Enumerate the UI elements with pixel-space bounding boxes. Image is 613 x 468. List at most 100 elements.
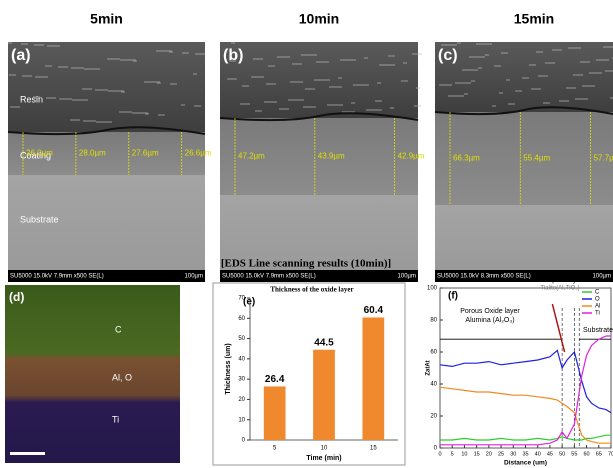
x-tick-label: 45: [547, 451, 553, 457]
y-axis-label: Thickness (um): [225, 343, 232, 394]
sem-texture: [240, 103, 250, 105]
x-tick-label: 30: [510, 451, 516, 457]
sem-texture: [264, 101, 277, 103]
sem-texture: [314, 79, 330, 81]
sem-texture: [83, 120, 96, 122]
sem-texture: [316, 61, 329, 63]
sem-texture: [157, 82, 161, 84]
x-tick-label: 10: [321, 446, 328, 452]
sem-scale: 100µm: [593, 274, 611, 280]
sem-texture: [366, 109, 382, 111]
sem-texture: [508, 103, 515, 105]
x-tick-label: 20: [486, 451, 492, 457]
sem-texture: [292, 63, 302, 65]
sem-texture: [194, 105, 201, 107]
sem-texture: [329, 86, 342, 88]
y-tick-label: 40: [430, 382, 437, 388]
y-tick-label: 80: [430, 318, 437, 324]
sem-texture: [290, 81, 303, 83]
y-tick-label: 0: [434, 446, 438, 452]
sem-texture: [158, 114, 165, 116]
panel-label: (b): [223, 47, 243, 64]
sem-texture: [568, 47, 581, 49]
sem-texture: [95, 89, 108, 91]
sem-texture: [377, 82, 381, 84]
sem-texture: [575, 98, 588, 100]
sem-texture: [401, 80, 408, 82]
sem-texture: [34, 44, 44, 46]
sem-texture: [515, 90, 522, 92]
figure: 5minSU5000 15.0kV 7.9mm x500 SE(L)100µm(…: [0, 0, 613, 468]
sem-texture: [543, 102, 550, 104]
annotation: Substrate: [583, 327, 613, 334]
sem-texture: [301, 54, 317, 56]
sem-texture: [340, 59, 356, 61]
value-label: 26.4: [265, 374, 285, 385]
measurement: 28.0µm: [79, 149, 106, 158]
sem-texture: [8, 42, 12, 44]
y-tick-label: 60: [430, 350, 437, 356]
element-label: C: [115, 324, 122, 334]
panel-label: (f): [448, 291, 458, 302]
sem-texture: [476, 43, 492, 45]
sem-texture: [195, 53, 205, 55]
sem-texture: [253, 58, 263, 60]
bar: [313, 350, 335, 440]
sem-texture: [582, 85, 595, 87]
sem-texture: [277, 56, 290, 58]
time-label: 10min: [299, 11, 339, 27]
sem-texture: [403, 62, 407, 64]
sem-texture: [414, 105, 421, 107]
sem-texture: [338, 77, 342, 79]
sem-texture: [379, 64, 395, 66]
annotation: Alumina (Al₂O₃): [465, 317, 514, 324]
sem-texture: [303, 106, 316, 108]
sem-texture: [119, 111, 132, 113]
y-tick-label: 40: [238, 356, 245, 362]
sem-texture: [536, 51, 543, 53]
sem-texture: [566, 87, 576, 89]
sem-texture: [242, 85, 249, 87]
sem-texture: [58, 66, 68, 68]
sem-texture: [9, 74, 16, 76]
sem-texture: [170, 83, 177, 85]
x-tick-label: 70: [608, 451, 613, 457]
measurement: 47.2µm: [238, 152, 265, 161]
sem-texture: [227, 78, 237, 80]
sem-texture: [71, 67, 84, 69]
x-tick-label: 50: [559, 451, 565, 457]
sem-texture: [70, 119, 80, 121]
y-tick-label: 100: [427, 286, 438, 292]
x-tick-label: 40: [535, 451, 541, 457]
measurement: 57.7µm: [594, 154, 613, 163]
sem-substrate: [435, 205, 613, 270]
sem-texture: [448, 95, 464, 97]
sem-texture: [182, 52, 189, 54]
sem-texture: [596, 59, 609, 61]
sem-texture: [364, 57, 368, 59]
sem-texture: [559, 100, 569, 102]
sem-texture: [441, 44, 457, 46]
sem-texture: [251, 76, 264, 78]
x-tick-label: 60: [584, 451, 590, 457]
sem-texture: [231, 42, 235, 44]
y-tick-label: 20: [238, 397, 245, 403]
sem-texture: [84, 68, 100, 70]
sem-texture: [501, 52, 508, 54]
sem-texture: [589, 72, 602, 74]
page: {"panels":[ {"time":"5min","label":"(a)"…: [0, 0, 613, 468]
sem-texture: [35, 76, 48, 78]
panel-label: (c): [438, 47, 458, 64]
sem-texture: [96, 121, 112, 123]
x-tick-label: 0: [438, 451, 441, 457]
sem-texture: [45, 65, 52, 67]
x-tick-label: 25: [498, 451, 504, 457]
sem-texture: [46, 97, 56, 99]
scale-bar: [10, 452, 45, 455]
sem-texture: [522, 77, 529, 79]
measurement: 43.9µm: [318, 152, 345, 161]
legend-label: C: [595, 290, 600, 296]
measurement: 27.6µm: [132, 149, 159, 158]
caption: [EDS Line scanning results (10min)]: [221, 258, 391, 270]
sem-texture: [478, 67, 482, 69]
